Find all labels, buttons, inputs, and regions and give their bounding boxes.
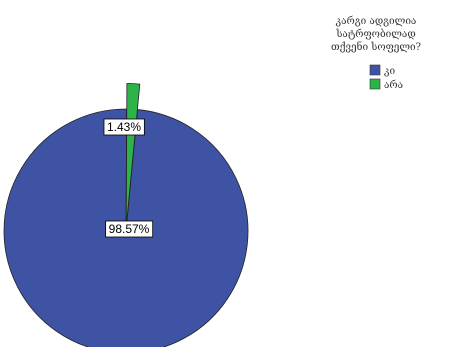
data-label-no: 1.43% <box>103 118 145 136</box>
data-label-text-no: 1.43% <box>107 120 141 134</box>
data-label-box-no <box>103 118 145 136</box>
legend-label-yes: კი <box>384 66 395 77</box>
data-label-yes: 98.57% <box>105 220 154 238</box>
legend-swatch-no <box>369 78 381 90</box>
data-labels: 98.57% 1.43% <box>103 118 154 238</box>
legend-label-no: არა <box>384 80 403 91</box>
legend-swatch-yes <box>369 64 381 76</box>
legend-title-line-1: კარგი ადგილია <box>336 16 417 27</box>
legend-title-line-2: სატრფობილად <box>335 29 415 40</box>
data-label-text-yes: 98.57% <box>109 222 150 236</box>
data-label-box-yes <box>105 220 154 238</box>
legend: კარგი ადგილია სატრფობილად თქვენი სოფელი?… <box>331 16 421 91</box>
legend-title-line-3: თქვენი სოფელი? <box>331 41 421 53</box>
